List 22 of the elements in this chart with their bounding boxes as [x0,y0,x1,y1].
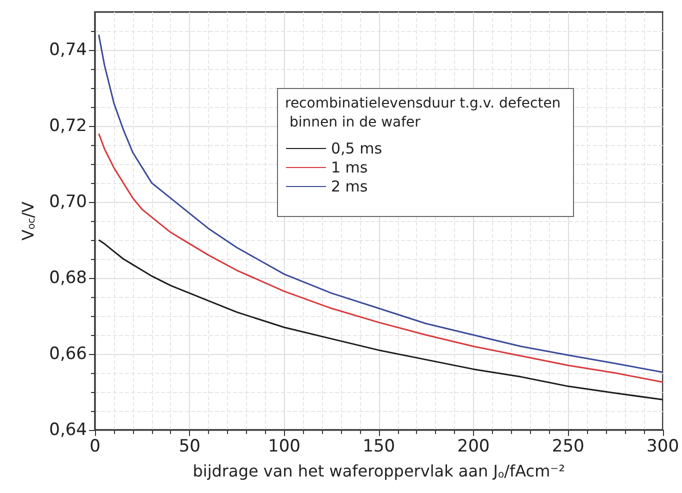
legend-title: recombinatielevensduur t.g.v. defecten binnen in de wafer [285,96,561,130]
y-axis-title: Voc/V [18,202,38,240]
legend-label: 0,5 ms [331,140,382,158]
x-tick-label: 250 [552,436,584,456]
x-tick-label: 100 [268,436,300,456]
legend-label: 1 ms [331,158,368,176]
line-series [98,132,664,383]
y-tick-label: 0,66 [49,344,87,364]
y-tick-label: 0,72 [49,116,87,136]
y-tick-label: 0,64 [49,420,87,440]
x-tick-label: 50 [178,436,200,456]
line-series [98,34,664,373]
legend-label: 2 ms [331,178,368,196]
y-tick-label: 0,74 [49,40,87,60]
y-tick-label: 0,70 [49,192,87,212]
line-series [98,239,664,400]
x-tick-label: 300 [646,436,680,456]
x-tick-label: 0 [90,436,100,456]
x-tick-label: 200 [457,436,490,456]
y-tick-label: 0,68 [49,268,87,288]
x-axis-title: bijdrage van het waferoppervlak aan Jo/fAcm⁻² [192,462,566,480]
x-tick-label: 150 [362,436,396,456]
